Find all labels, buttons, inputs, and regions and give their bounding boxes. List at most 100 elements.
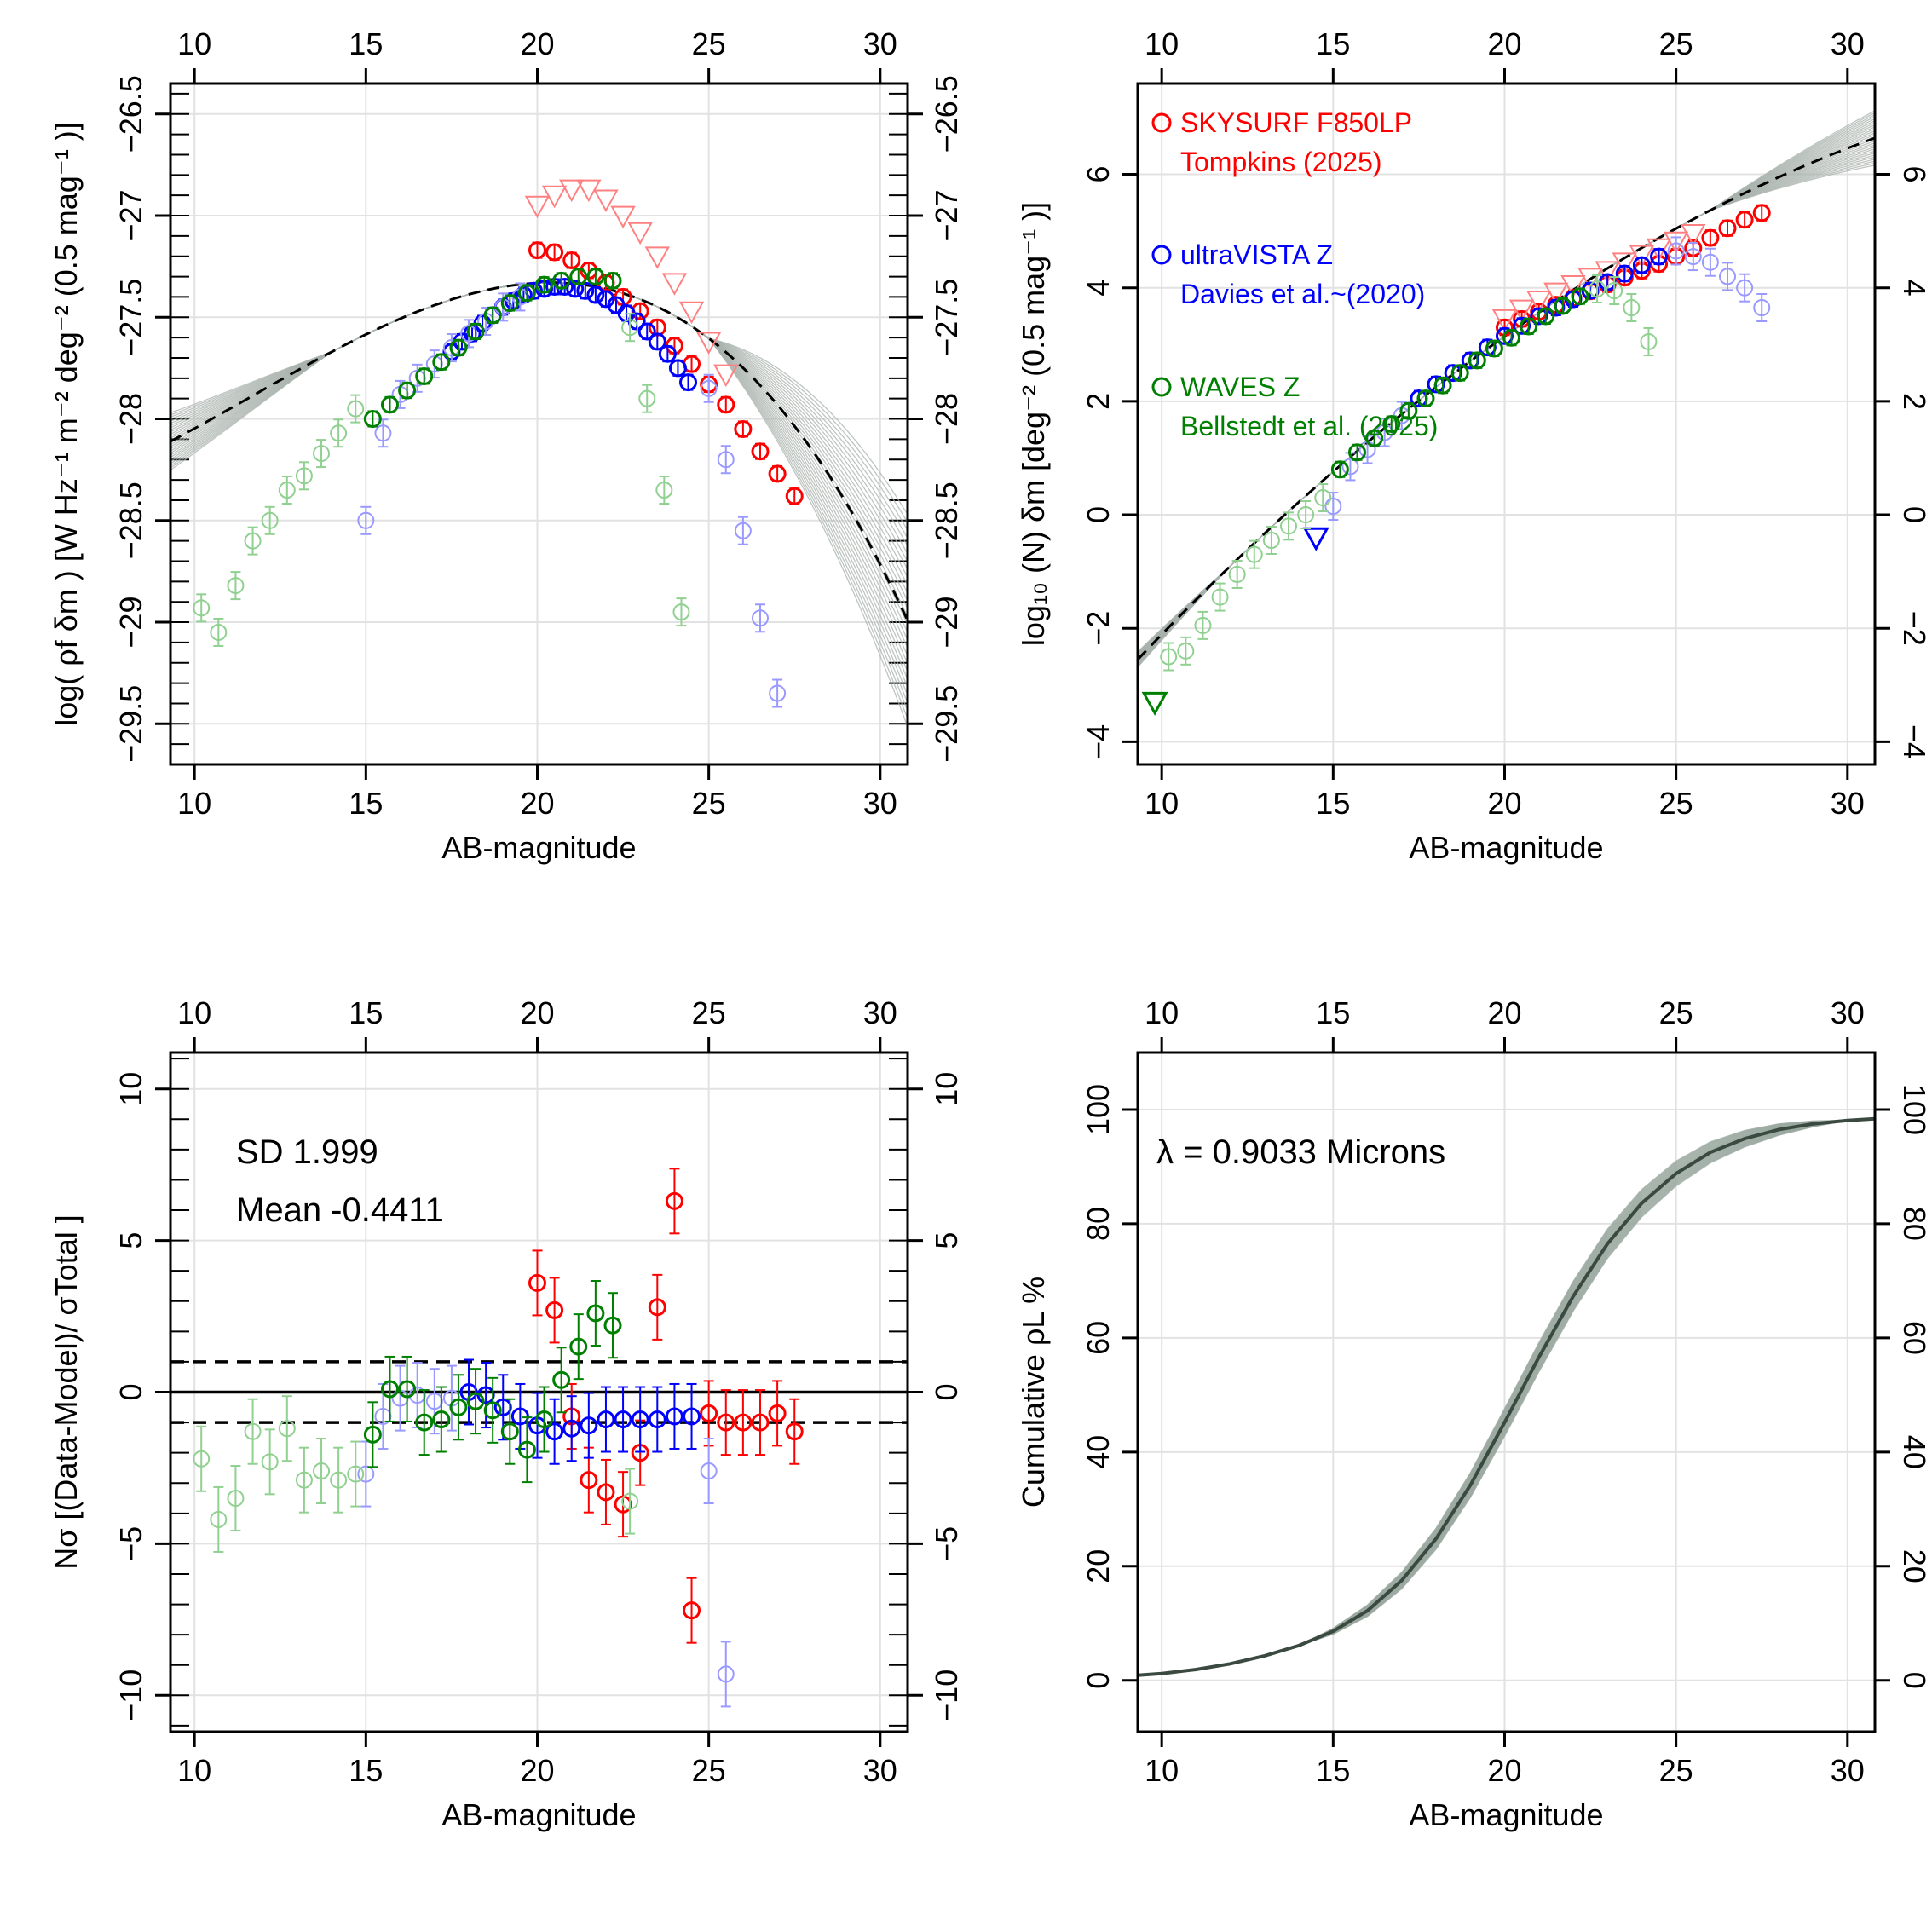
data-point	[363, 410, 382, 429]
cumulative-sample-curve	[1137, 1118, 1876, 1676]
x-tick-label: 30	[1831, 786, 1865, 821]
data-point	[562, 251, 581, 270]
data-point	[648, 1410, 666, 1429]
y-tick-label-right: −29	[929, 597, 964, 649]
data-point	[1228, 565, 1246, 583]
data-point	[1735, 211, 1754, 229]
data-point-triangle	[1646, 238, 1672, 262]
data-point	[193, 599, 211, 617]
data-point-triangle	[610, 205, 636, 229]
data-point	[665, 1191, 683, 1210]
data-point	[535, 275, 554, 294]
x-tick-label: 25	[1659, 786, 1693, 821]
data-point	[1684, 248, 1702, 266]
data-point	[500, 1422, 519, 1441]
x-tick-label-top: 20	[1487, 26, 1521, 61]
model-sample-curve	[1137, 153, 1876, 665]
data-point	[1365, 429, 1384, 447]
model-sample-curve	[170, 282, 908, 641]
data-point	[785, 1422, 804, 1441]
data-point	[363, 1425, 382, 1444]
data-point	[586, 1304, 605, 1323]
data-point	[244, 1422, 262, 1440]
data-point	[330, 424, 348, 442]
data-point	[621, 1492, 639, 1510]
y-tick-label: 80	[1081, 1207, 1116, 1241]
model-sample-curve	[170, 282, 908, 719]
data-point	[1245, 545, 1263, 563]
y-tick-label-right: 4	[1897, 280, 1932, 297]
data-point	[500, 294, 519, 313]
data-point	[1640, 332, 1658, 350]
data-point	[655, 482, 673, 499]
cumulative-sample-curve	[1137, 1118, 1876, 1676]
data-point	[227, 1490, 245, 1508]
x-tick-label: 10	[1145, 1753, 1179, 1788]
data-point	[566, 280, 585, 298]
y-axis-label: log₁₀ (N) δm [deg⁻² (0.5 mag⁻¹ )]	[1016, 202, 1051, 646]
data-point	[193, 1450, 211, 1468]
data-point	[603, 1316, 622, 1335]
cumulative-sample-curve	[1137, 1118, 1876, 1676]
data-point	[597, 1410, 615, 1429]
data-point	[768, 1404, 787, 1422]
data-point	[449, 1398, 468, 1416]
x-tick-label: 20	[1487, 786, 1521, 821]
y-tick-label: −26.5	[113, 75, 148, 153]
legend-marker	[1151, 112, 1172, 133]
x-tick-label: 25	[692, 786, 726, 821]
plot-frame	[1136, 1051, 1877, 1733]
x-tick-label-top: 25	[692, 995, 726, 1030]
data-point	[621, 319, 639, 337]
data-point	[227, 577, 245, 595]
cumulative-sample-curve	[1137, 1118, 1876, 1676]
data-point	[1520, 317, 1538, 336]
data-point-triangle	[1302, 527, 1329, 551]
x-tick-label-top: 15	[1316, 995, 1350, 1030]
data-point	[244, 532, 262, 550]
data-point	[330, 1471, 348, 1489]
panel-flux-density: 10 10 15 15 20 20 25 25 30 30 −29.5 −29.5 −29 −29 −28.…	[49, 26, 964, 865]
data-point	[1650, 247, 1669, 266]
data-point	[415, 1413, 434, 1432]
x-tick-label: 10	[177, 1753, 211, 1788]
data-point	[1399, 401, 1418, 420]
data-point	[261, 511, 279, 529]
cumulative-sample-curve	[1137, 1118, 1876, 1676]
x-axis-label: AB-magnitude	[441, 1797, 636, 1832]
y-tick-label-right: −2	[1897, 611, 1932, 646]
data-point	[734, 522, 752, 539]
data-point	[510, 1407, 529, 1426]
data-point	[717, 451, 735, 469]
y-tick-label-right: 0	[1897, 1672, 1932, 1689]
x-tick-label-top: 25	[1659, 26, 1693, 61]
y-tick-label: 100	[1081, 1084, 1116, 1135]
data-point	[1382, 415, 1401, 433]
y-tick-label: −10	[113, 1670, 148, 1721]
data-point	[683, 1601, 701, 1620]
data-point-triangle	[1681, 224, 1706, 247]
cumulative-sample-curve	[1137, 1118, 1876, 1676]
y-tick-label-right: 2	[1897, 393, 1932, 410]
legend-sublabel: Bellstedt et al. (2025)	[1180, 411, 1438, 441]
y-tick-label: −28	[113, 393, 148, 445]
y-tick-label: 0	[113, 1383, 148, 1400]
legend-label: WAVES Z	[1180, 372, 1300, 402]
cumulative-sample-curve	[1137, 1118, 1876, 1676]
data-point	[1719, 268, 1736, 285]
y-tick-label: −2	[1081, 611, 1116, 646]
y-tick-label: −29.5	[113, 685, 148, 763]
x-tick-label: 15	[349, 786, 383, 821]
data-point	[648, 1298, 666, 1317]
y-tick-label-right: −4	[1897, 724, 1932, 759]
data-point	[1450, 364, 1469, 383]
y-axis-label: Nσ [(Data-Model)/ σTotal ]	[49, 1214, 84, 1570]
y-tick-label-right: 100	[1897, 1084, 1932, 1135]
data-point	[535, 1410, 554, 1429]
model-sample-curve	[170, 282, 908, 704]
data-point	[483, 306, 502, 325]
data-point	[1297, 506, 1315, 524]
x-tick-label: 15	[1316, 1753, 1350, 1788]
mean-annotation: Mean -0.4411	[236, 1191, 444, 1229]
x-tick-label-top: 15	[1316, 26, 1350, 61]
